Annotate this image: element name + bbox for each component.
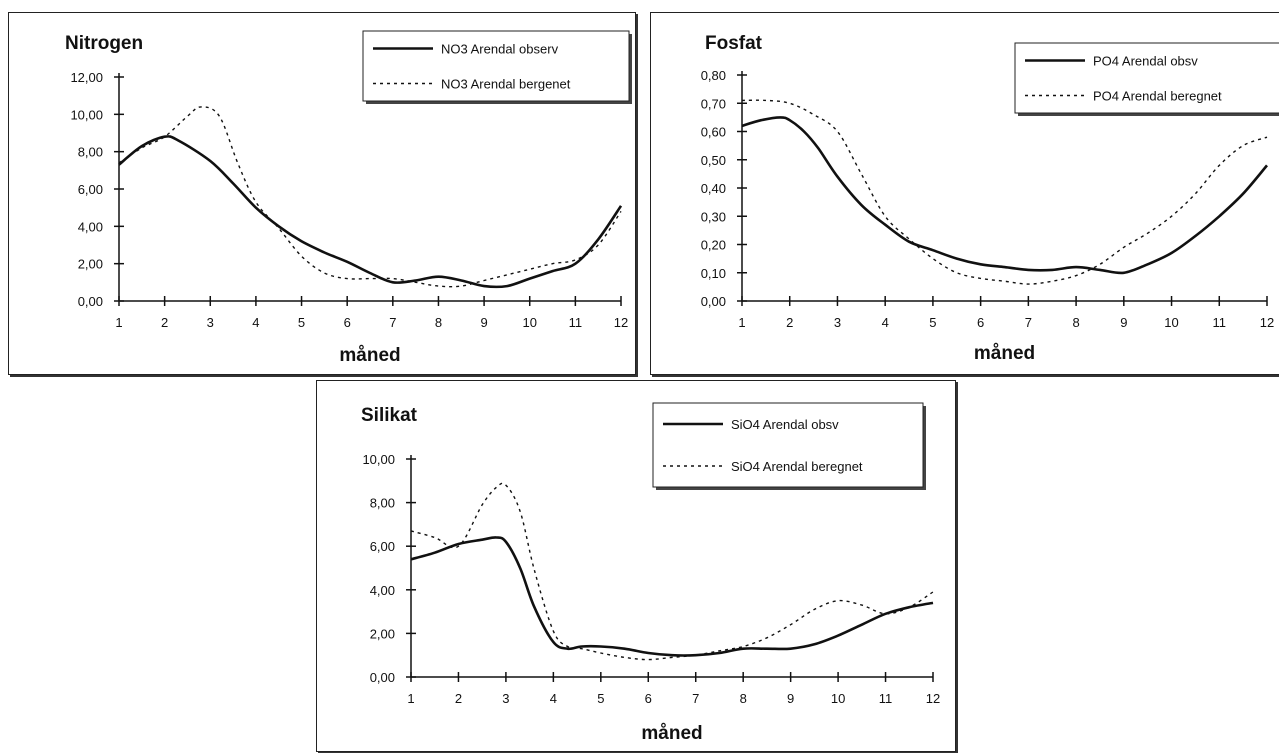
x-tick-label: 1 <box>115 315 122 330</box>
x-tick-label: 12 <box>926 691 940 706</box>
legend-label: SiO4 Arendal beregnet <box>731 459 863 474</box>
x-tick-label: 6 <box>344 315 351 330</box>
x-tick-label: 8 <box>740 691 747 706</box>
chart-title: Nitrogen <box>65 33 143 54</box>
y-tick-label: 4,00 <box>370 583 395 598</box>
x-tick-label: 6 <box>977 315 984 330</box>
x-tick-label: 3 <box>502 691 509 706</box>
y-tick-label: 2,00 <box>370 626 395 641</box>
x-tick-label: 3 <box>207 315 214 330</box>
x-tick-label: 10 <box>831 691 845 706</box>
y-tick-label: 0,00 <box>701 294 726 309</box>
x-tick-label: 3 <box>834 315 841 330</box>
y-tick-label: 0,20 <box>701 238 726 253</box>
legend-box <box>362 30 630 102</box>
x-tick-label: 4 <box>550 691 557 706</box>
y-tick-label: 0,00 <box>370 670 395 685</box>
legend-label: PO4 Arendal obsv <box>1093 54 1198 69</box>
y-tick-label: 6,00 <box>78 182 103 197</box>
series-line-observed <box>118 135 623 289</box>
x-tick-label: 4 <box>252 315 259 330</box>
x-tick-label: 1 <box>407 691 414 706</box>
series-line-calculated <box>410 482 934 661</box>
legend-label: SiO4 Arendal obsv <box>731 417 839 432</box>
x-tick-label: 7 <box>1025 315 1032 330</box>
y-tick-label: 0,60 <box>701 125 726 140</box>
y-tick-label: 0,30 <box>701 209 726 224</box>
x-tick-label: 11 <box>1213 315 1227 330</box>
x-tick-label: 6 <box>645 691 652 706</box>
y-tick-label: 10,00 <box>70 107 103 122</box>
x-tick-label: 9 <box>1120 315 1127 330</box>
x-axis-label: måned <box>339 345 400 366</box>
x-tick-label: 11 <box>569 315 583 330</box>
chart-title: Fosfat <box>705 33 763 54</box>
legend-label: PO4 Arendal beregnet <box>1093 89 1222 104</box>
chart-panel-nitrogen: Nitrogen 0,00 2,00 4,00 6,00 8,00 10,00 12,00 1 2… <box>8 12 636 375</box>
y-tick-label: 8,00 <box>370 496 395 511</box>
x-tick-label: 10 <box>522 315 536 330</box>
x-tick-label: 9 <box>480 315 487 330</box>
x-axis-label: måned <box>641 723 702 744</box>
y-tick-label: 0,50 <box>701 153 726 168</box>
series-line-calculated <box>741 99 1268 285</box>
x-tick-label: 2 <box>161 315 168 330</box>
x-tick-label: 12 <box>614 315 628 330</box>
y-tick-label: 6,00 <box>370 539 395 554</box>
x-tick-label: 5 <box>929 315 936 330</box>
x-axis-label: måned <box>974 343 1035 364</box>
y-tick-label: 2,00 <box>78 257 103 272</box>
y-tick-label: 10,00 <box>362 452 395 467</box>
y-tick-label: 0,80 <box>701 68 726 83</box>
x-tick-label: 2 <box>455 691 462 706</box>
legend-box <box>652 402 924 488</box>
x-tick-label: 8 <box>435 315 442 330</box>
y-tick-label: 8,00 <box>78 145 103 160</box>
series-line-observed <box>410 536 934 657</box>
x-tick-label: 11 <box>879 691 893 706</box>
y-tick-label: 4,00 <box>78 219 103 234</box>
x-tick-label: 8 <box>1072 315 1079 330</box>
chart-panel-fosfat: Fosfat 0,00 0,10 0,20 0,30 0,40 0,50 0,60 0,70 0,… <box>650 12 1279 375</box>
chart-title: Silikat <box>361 405 418 426</box>
x-tick-label: 12 <box>1260 315 1274 330</box>
series-line-observed <box>741 116 1268 275</box>
y-tick-label: 0,10 <box>701 266 726 281</box>
y-tick-label: 0,00 <box>78 294 103 309</box>
series-line-calculated <box>118 106 622 288</box>
x-tick-label: 5 <box>298 315 305 330</box>
fosfat-chart-svg: Fosfat 0,00 0,10 0,20 0,30 0,40 0,50 0,60 0,70 0,… <box>701 33 1279 364</box>
x-tick-label: 2 <box>786 315 793 330</box>
legend-box <box>1014 42 1279 114</box>
x-tick-label: 9 <box>787 691 794 706</box>
y-tick-label: 0,40 <box>701 181 726 196</box>
x-tick-label: 7 <box>692 691 699 706</box>
x-tick-label: 5 <box>597 691 604 706</box>
x-tick-label: 10 <box>1164 315 1178 330</box>
chart-panel-silikat: Silikat 0,00 2,00 4,00 6,00 8,00 10,00 1 2 3 4 5 6 7 8… <box>316 380 956 752</box>
legend-label: NO3 Arendal observ <box>441 42 559 57</box>
x-tick-label: 4 <box>882 315 889 330</box>
x-tick-label: 7 <box>389 315 396 330</box>
y-tick-label: 12,00 <box>70 70 103 85</box>
y-tick-label: 0,70 <box>701 96 726 111</box>
x-tick-label: 1 <box>738 315 745 330</box>
legend-label: NO3 Arendal bergenet <box>441 77 571 92</box>
